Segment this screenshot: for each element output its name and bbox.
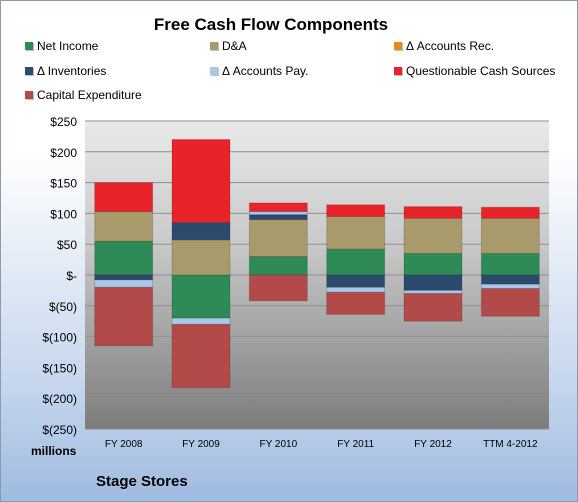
legend-item-da: D&A	[210, 39, 247, 53]
bar-segment	[403, 289, 463, 294]
bar-segment	[480, 252, 540, 276]
bar-segment	[171, 274, 231, 319]
legend-label: Δ Inventories	[37, 64, 107, 78]
legend-swatch	[394, 42, 402, 50]
bar-segment	[171, 239, 231, 276]
legend-item-accounts-pay: Δ Accounts Pay.	[210, 64, 309, 78]
bar-segment	[171, 222, 231, 241]
y-tick-label: $(250)	[42, 423, 77, 437]
bar-segment	[326, 291, 386, 315]
legend-label: Capital Expenditure	[37, 88, 142, 102]
x-category-label: FY 2010	[260, 439, 298, 450]
units-label: millions	[31, 444, 77, 458]
y-tick-label: $(50)	[49, 300, 77, 314]
legend-swatch	[25, 67, 33, 75]
bar-segment	[326, 215, 386, 250]
legend-swatch	[210, 42, 218, 50]
bar-segment	[94, 182, 154, 213]
y-tick-label: $(150)	[42, 361, 77, 375]
x-category-label: FY 2011	[337, 439, 374, 450]
legend-swatch	[210, 67, 218, 75]
y-tick-label: $(100)	[42, 331, 77, 345]
bar-segment	[94, 279, 154, 288]
bar-segment	[171, 323, 231, 389]
y-tick-label: $200	[50, 146, 77, 160]
y-tick-label: $(200)	[42, 392, 77, 406]
bar-segment	[94, 240, 154, 276]
x-category-label: FY 2008	[105, 439, 143, 450]
legend-item-capex: Capital Expenditure	[25, 88, 142, 102]
bar-segment	[403, 252, 463, 276]
legend-swatch	[25, 42, 33, 50]
bar-segment	[248, 214, 308, 221]
bar-segment	[403, 206, 463, 219]
bar-segment	[480, 274, 540, 285]
x-category-label: FY 2012	[414, 439, 452, 450]
bar-segment	[403, 292, 463, 322]
bar-segment	[326, 286, 386, 293]
bar-segment	[480, 288, 540, 317]
legend-swatch	[25, 91, 33, 99]
bar-segment	[326, 248, 386, 276]
chart-title: Free Cash Flow Components	[153, 15, 389, 34]
bar-segment	[480, 217, 540, 254]
y-tick-label: $50	[57, 238, 77, 252]
bar-segment	[171, 138, 231, 224]
legend-item-net-income: Net Income	[25, 39, 98, 53]
bar-segment	[248, 256, 308, 276]
legend-item-questionable-cash: Questionable Cash Sources	[394, 64, 555, 78]
bar-segment	[403, 217, 463, 254]
legend-label: Δ Accounts Rec.	[406, 39, 495, 53]
bar-segment	[94, 211, 154, 242]
company-name: Stage Stores	[96, 473, 188, 490]
bar-segment	[326, 274, 386, 288]
bar-segment	[94, 274, 154, 281]
y-tick-label: $150	[50, 177, 77, 191]
bar-segment	[480, 283, 540, 290]
bar-segment	[248, 202, 308, 213]
y-tick-label: $100	[50, 207, 77, 221]
legend-label: Net Income	[37, 39, 99, 53]
bar-segment	[248, 211, 308, 216]
x-category-label: TTM 4-2012	[483, 439, 538, 450]
legend-label: Δ Accounts Pay.	[222, 64, 309, 78]
legend-label: Questionable Cash Sources	[406, 64, 556, 78]
y-tick-label: $-	[66, 269, 77, 283]
bar-segment	[403, 274, 463, 291]
bar-segment	[171, 317, 231, 325]
bar-segment	[326, 204, 386, 217]
bar-segment	[248, 219, 308, 258]
bar-segment	[94, 286, 154, 347]
bar-segment	[248, 274, 308, 302]
legend-item-inventories: Δ Inventories	[25, 64, 106, 78]
legend-label: D&A	[222, 39, 247, 53]
y-tick-label: $250	[50, 115, 77, 129]
x-category-label: FY 2009	[182, 439, 220, 450]
legend-swatch	[394, 67, 402, 75]
bar-segment	[480, 206, 540, 219]
legend-item-accounts-rec: Δ Accounts Rec.	[394, 39, 494, 53]
